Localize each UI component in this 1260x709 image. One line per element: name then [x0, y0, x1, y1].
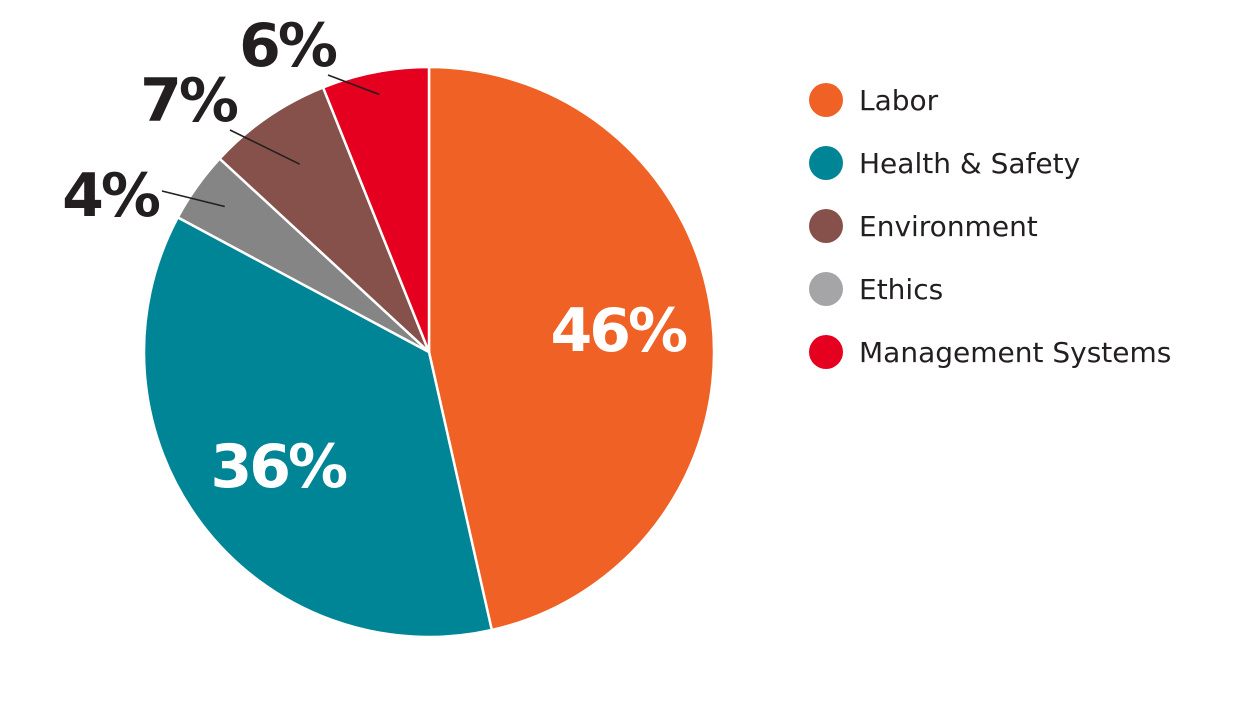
- legend-swatch-management-systems: [809, 335, 843, 369]
- pie-slice-environment: [218, 86, 431, 354]
- leader-line-ethics: [161, 190, 225, 208]
- slice-label-management-systems: 6%: [239, 11, 337, 81]
- legend-item-health-and-safety: Health & Safety: [809, 146, 1080, 180]
- slice-label-labor: 46%: [550, 296, 686, 366]
- pie-slices: [142, 65, 716, 639]
- slice-labels: 46% 36% 4% 7%6%: [62, 11, 690, 502]
- pie-slice-management-systems: [321, 65, 431, 354]
- legend-swatch-ethics: [809, 272, 843, 306]
- slice-label-ethics: 4%: [62, 161, 160, 231]
- legend-label-labor: Labor: [859, 84, 939, 117]
- legend-swatch-health-and-safety: [809, 146, 843, 180]
- legend-item-ethics: Ethics: [809, 272, 943, 306]
- legend-label-ethics: Ethics: [859, 273, 943, 306]
- legend-item-labor: Labor: [809, 83, 939, 117]
- legend-item-management-systems: Management Systems: [809, 335, 1171, 369]
- legend-swatch-environment: [809, 209, 843, 243]
- legend-item-environment: Environment: [809, 209, 1038, 243]
- legend-swatch-labor: [809, 83, 843, 117]
- leader-line-environment: [229, 129, 301, 165]
- legend-label-management-systems: Management Systems: [859, 336, 1171, 369]
- pie-slice-labor: [427, 65, 716, 632]
- legend-label-environment: Environment: [859, 210, 1038, 243]
- slice-label-environment: 7%: [140, 66, 238, 136]
- slice-label-health-and-safety: 36%: [210, 432, 346, 502]
- leader-lines: [161, 74, 380, 208]
- pie-slice-health-and-safety: [142, 216, 494, 639]
- legend-label-health-and-safety: Health & Safety: [859, 147, 1080, 180]
- legend: Labor Health & Safety Environment Ethics Man…: [809, 83, 1171, 369]
- leader-line-management-systems: [327, 74, 380, 96]
